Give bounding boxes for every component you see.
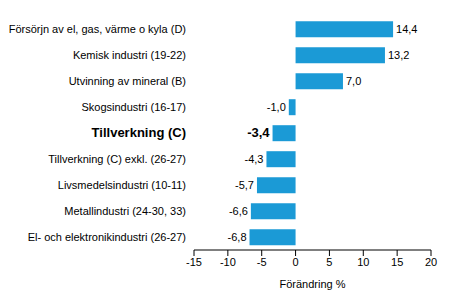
svg-text:5: 5: [326, 256, 332, 268]
svg-text:14,4: 14,4: [396, 23, 417, 35]
svg-text:7,0: 7,0: [346, 75, 361, 87]
svg-text:-5: -5: [257, 256, 267, 268]
svg-text:-6,8: -6,8: [228, 231, 247, 243]
svg-text:20: 20: [425, 256, 437, 268]
svg-text:-10: -10: [220, 256, 236, 268]
svg-text:-1,0: -1,0: [267, 101, 286, 113]
svg-text:15: 15: [391, 256, 403, 268]
svg-text:Utvinning av mineral (B): Utvinning av mineral (B): [69, 75, 186, 87]
svg-text:Kemisk industri (19-22): Kemisk industri (19-22): [73, 49, 186, 61]
svg-text:-6,6: -6,6: [229, 205, 248, 217]
svg-text:-4,3: -4,3: [244, 153, 263, 165]
svg-text:13,2: 13,2: [388, 49, 409, 61]
svg-text:Metallindustri (24-30, 33): Metallindustri (24-30, 33): [64, 205, 186, 217]
svg-text:Försörjn av el, gas, värme o k: Försörjn av el, gas, värme o kyla (D): [9, 23, 186, 35]
svg-text:-3,4: -3,4: [247, 125, 270, 140]
svg-text:10: 10: [357, 256, 369, 268]
svg-text:Tillverkning (C): Tillverkning (C): [92, 125, 186, 140]
svg-text:Skogsindustri (16-17): Skogsindustri (16-17): [81, 101, 186, 113]
svg-text:Livsmedelsindustri (10-11): Livsmedelsindustri (10-11): [58, 179, 186, 191]
svg-text:Tillverkning (C) exkl. (26-27): Tillverkning (C) exkl. (26-27): [48, 153, 186, 165]
svg-text:El- och elektronikindustri (26: El- och elektronikindustri (26-27): [28, 231, 186, 243]
svg-text:-15: -15: [186, 256, 202, 268]
svg-text:-5,7: -5,7: [235, 179, 254, 191]
svg-text:Förändring %: Förändring %: [279, 278, 345, 290]
svg-text:0: 0: [293, 256, 299, 268]
